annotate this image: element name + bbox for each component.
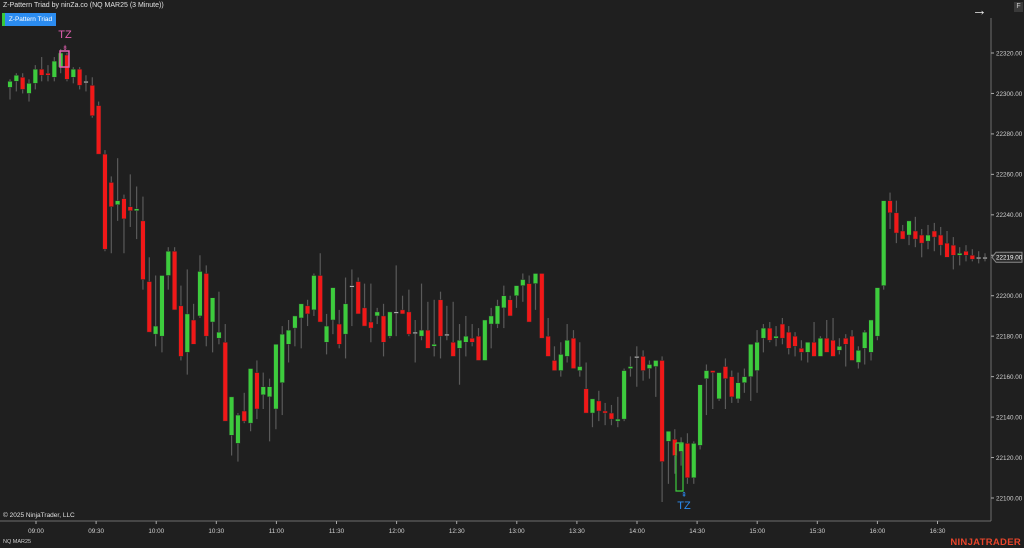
instrument-label: NQ MAR25: [3, 539, 32, 545]
time-tick-label: 13:30: [569, 528, 585, 535]
time-tick-label: 09:00: [28, 528, 44, 535]
time-tick-label: 10:00: [148, 528, 164, 535]
price-tick-label: 22240.00: [996, 212, 1023, 219]
candlestick-series: [7, 48, 988, 503]
last-price-label: 22219.00: [996, 255, 1023, 262]
time-tick-label: 15:30: [809, 528, 825, 535]
time-tick-label: 16:00: [870, 528, 886, 535]
price-tick-label: 22160.00: [996, 374, 1023, 381]
price-tick-label: 22140.00: [996, 414, 1023, 421]
price-tick-label: 22300.00: [996, 91, 1023, 98]
f-button[interactable]: F: [1014, 2, 1023, 12]
time-tick-label: 12:00: [389, 528, 405, 535]
tz-top-box: [59, 50, 70, 68]
copyright-text: © 2025 NinjaTrader, LLC: [3, 512, 75, 519]
tz-top-label: TZ: [58, 29, 72, 41]
time-tick-label: 10:30: [208, 528, 224, 535]
chart-title: Z-Pattern Triad by ninZa.co (NQ MAR25 (3…: [3, 2, 164, 9]
price-tick-label: 22120.00: [996, 455, 1023, 462]
price-tick-label: 22280.00: [996, 131, 1023, 138]
arrow-right-icon[interactable]: →: [972, 2, 987, 19]
price-tick-label: 22100.00: [996, 495, 1023, 502]
price-tick-label: 22260.00: [996, 172, 1023, 179]
time-tick-label: 12:30: [449, 528, 465, 535]
time-tick-label: 11:30: [329, 528, 345, 535]
time-tick-label: 11:00: [269, 528, 285, 535]
last-price-marker: [991, 251, 1023, 263]
time-tick-label: 13:00: [509, 528, 525, 535]
time-tick-label: 16:30: [930, 528, 946, 535]
price-tick-label: 22200.00: [996, 293, 1023, 300]
ninjatrader-logo: NINJATRADER: [950, 537, 1021, 548]
time-tick-label: 14:00: [629, 528, 645, 535]
time-tick-label: 09:30: [88, 528, 104, 535]
price-tick-label: 22180.00: [996, 333, 1023, 340]
time-tick-label: 14:30: [689, 528, 705, 535]
time-tick-label: 15:00: [749, 528, 765, 535]
tz-top-marker-icon: ⇟: [62, 44, 68, 52]
tz-bottom-label: TZ: [677, 500, 691, 512]
indicator-button[interactable]: Z-Pattern Triad: [2, 13, 56, 26]
tz-bottom-box: [675, 442, 684, 492]
price-tick-label: 22320.00: [996, 50, 1023, 57]
tz-bottom-marker-icon: ⇞: [681, 491, 687, 499]
